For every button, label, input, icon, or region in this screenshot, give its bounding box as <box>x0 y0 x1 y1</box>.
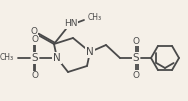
Text: CH₃: CH₃ <box>88 14 102 23</box>
Text: CH₃: CH₃ <box>0 54 14 63</box>
Text: O: O <box>32 72 39 80</box>
Text: N: N <box>86 47 94 57</box>
Text: O: O <box>30 27 37 36</box>
Text: N: N <box>53 53 61 63</box>
Text: S: S <box>133 53 139 63</box>
Text: S: S <box>32 53 38 63</box>
Text: O: O <box>32 35 39 45</box>
Text: O: O <box>133 36 139 45</box>
Text: HN: HN <box>64 19 78 28</box>
Text: O: O <box>133 70 139 79</box>
